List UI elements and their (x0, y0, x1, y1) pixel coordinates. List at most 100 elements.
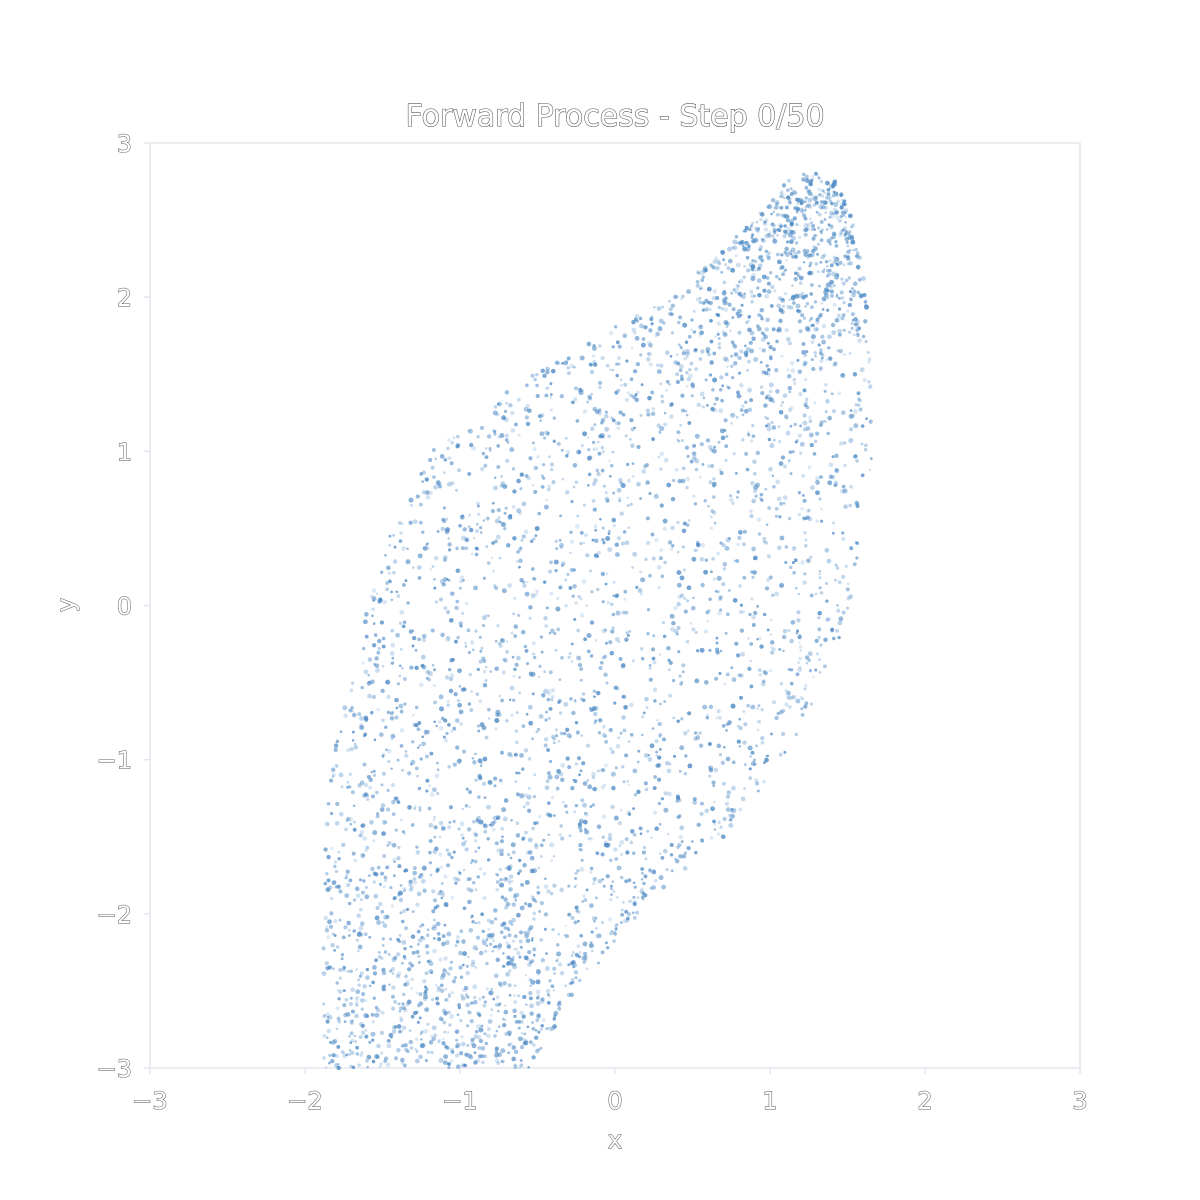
data-point (476, 512, 481, 517)
data-point (439, 890, 445, 895)
data-point (553, 966, 557, 970)
data-point (777, 439, 782, 444)
data-point (322, 1014, 327, 1019)
data-point (728, 822, 734, 828)
data-point (383, 914, 389, 920)
data-point (768, 382, 774, 388)
data-point (615, 686, 620, 691)
data-point (674, 468, 679, 472)
data-point (797, 512, 802, 517)
data-point (615, 923, 619, 926)
data-point (539, 999, 545, 1005)
data-point (780, 309, 785, 315)
data-point (731, 501, 735, 506)
data-point (475, 522, 479, 526)
data-point (371, 607, 375, 612)
data-point (518, 1065, 522, 1069)
data-point (438, 835, 442, 839)
data-point (372, 599, 375, 602)
data-point (472, 1037, 476, 1041)
data-point (591, 538, 595, 542)
data-point (716, 551, 721, 556)
data-point (568, 735, 572, 739)
data-point (784, 689, 788, 693)
data-point (344, 997, 349, 1002)
data-point (848, 296, 853, 301)
data-point (701, 405, 706, 409)
data-point (575, 884, 578, 887)
data-point (766, 426, 772, 432)
data-point (505, 640, 509, 643)
data-point (757, 719, 761, 724)
data-point (364, 1028, 368, 1032)
data-point (700, 349, 705, 354)
data-point (780, 708, 786, 714)
data-point (608, 917, 613, 922)
data-point (500, 1060, 504, 1064)
data-point (585, 604, 589, 608)
data-point (385, 587, 390, 592)
data-point (348, 772, 353, 777)
data-point (416, 891, 422, 897)
data-point (392, 710, 395, 713)
data-point (324, 1066, 328, 1069)
data-point (372, 769, 376, 773)
data-point (521, 835, 526, 841)
data-point (709, 526, 714, 530)
data-point (798, 657, 802, 661)
data-point (846, 309, 850, 313)
data-point (372, 773, 377, 777)
data-point (510, 1042, 513, 1046)
data-point (658, 852, 662, 856)
data-point (646, 340, 652, 346)
data-point (830, 474, 836, 480)
data-point (825, 196, 829, 200)
data-point (706, 619, 709, 623)
data-point (626, 391, 630, 395)
data-point (415, 991, 419, 995)
data-point (777, 425, 781, 429)
data-point (658, 430, 662, 434)
data-point (421, 1042, 426, 1048)
data-point (539, 1027, 543, 1032)
data-point (701, 275, 705, 279)
data-point (513, 1000, 517, 1004)
data-point (436, 988, 441, 993)
data-point (527, 837, 533, 843)
data-point (385, 1062, 391, 1068)
data-point (592, 360, 597, 365)
data-point (376, 592, 379, 596)
data-point (600, 785, 606, 790)
data-point (694, 367, 699, 371)
data-point (444, 988, 448, 991)
data-point (371, 1059, 376, 1064)
data-point (749, 596, 754, 601)
data-point (580, 444, 584, 447)
data-point (813, 439, 818, 444)
data-point (827, 334, 832, 340)
data-point (425, 950, 430, 955)
data-point (783, 269, 787, 273)
data-point (799, 309, 802, 313)
data-point (523, 529, 529, 535)
data-point (830, 322, 836, 328)
data-point (804, 538, 808, 542)
data-point (767, 233, 772, 239)
data-point (821, 228, 824, 231)
data-point (694, 630, 698, 634)
data-point (351, 709, 355, 713)
data-point (368, 935, 372, 939)
data-point (487, 717, 491, 720)
data-point (743, 228, 748, 233)
data-point (347, 785, 352, 789)
data-point (831, 330, 837, 335)
data-point (471, 445, 477, 451)
data-point (807, 651, 813, 656)
data-point (375, 906, 380, 910)
data-point (503, 897, 508, 901)
data-point (817, 270, 820, 273)
data-point (776, 496, 782, 502)
data-point (827, 197, 831, 201)
data-point (358, 722, 364, 728)
data-point (508, 402, 513, 408)
